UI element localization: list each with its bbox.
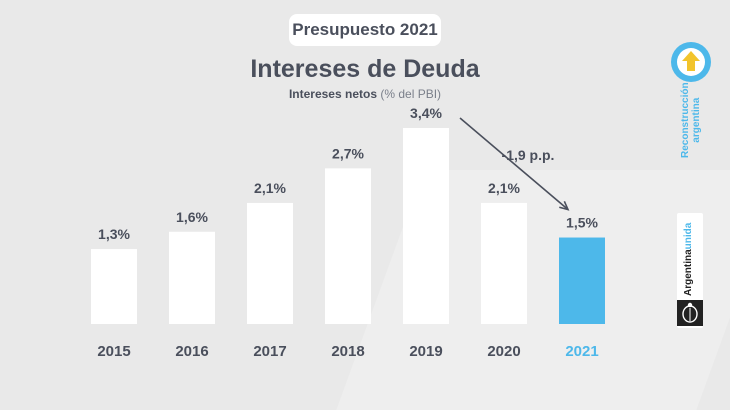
reconstruccion-logo-text: Reconstrucción argentina — [680, 82, 702, 158]
x-tick-label-2015: 2015 — [97, 343, 130, 360]
reconstruccion-line1: Reconstrucción — [680, 82, 691, 158]
unida-label: unida — [683, 222, 694, 250]
data-label-2016: 1,6% — [176, 209, 208, 225]
argentina-label: Argentina — [683, 249, 694, 296]
subtitle-unit: (% del PBI) — [380, 87, 442, 101]
data-label-2015: 1,3% — [98, 226, 130, 242]
annotation-arrow-line — [459, 117, 569, 211]
bar-2021 — [559, 237, 605, 324]
data-label-2021: 1,5% — [566, 215, 598, 231]
x-tick-label-2017: 2017 — [253, 343, 286, 360]
annotation-label: -1,9 p.p. — [502, 147, 555, 163]
bar-2020 — [481, 202, 527, 324]
data-label-2017: 2,1% — [254, 180, 286, 196]
x-tick-label-2018: 2018 — [331, 343, 364, 360]
arrow-up-circle-icon — [671, 42, 711, 82]
coat-of-arms-icon — [677, 300, 703, 326]
argentina-unida-text: Argentinaunida — [683, 223, 694, 296]
bar-2018 — [325, 168, 371, 324]
x-tick-label-2021: 2021 — [565, 343, 598, 360]
annotation-arrow-head — [559, 200, 570, 211]
chart-title: Intereses de Deuda — [250, 55, 480, 83]
bar-2017 — [247, 202, 293, 324]
budget-badge: Presupuesto 2021 — [289, 14, 441, 46]
data-label-2019: 3,4% — [410, 105, 442, 121]
bar-2019 — [403, 128, 449, 324]
x-tick-label-2016: 2016 — [175, 343, 208, 360]
reconstruccion-line2: argentina — [691, 97, 702, 143]
budget-badge-label: Presupuesto 2021 — [292, 20, 438, 39]
x-tick-label-2019: 2019 — [409, 343, 442, 360]
data-label-2020: 2,1% — [488, 180, 520, 196]
bar-2015 — [91, 249, 137, 324]
bar-2016 — [169, 231, 215, 324]
x-tick-label-2020: 2020 — [487, 343, 520, 360]
chart-subtitle: Intereses netos (% del PBI) — [0, 87, 730, 101]
subtitle-bold: Intereses netos — [288, 87, 377, 101]
data-label-2018: 2,7% — [332, 145, 364, 161]
